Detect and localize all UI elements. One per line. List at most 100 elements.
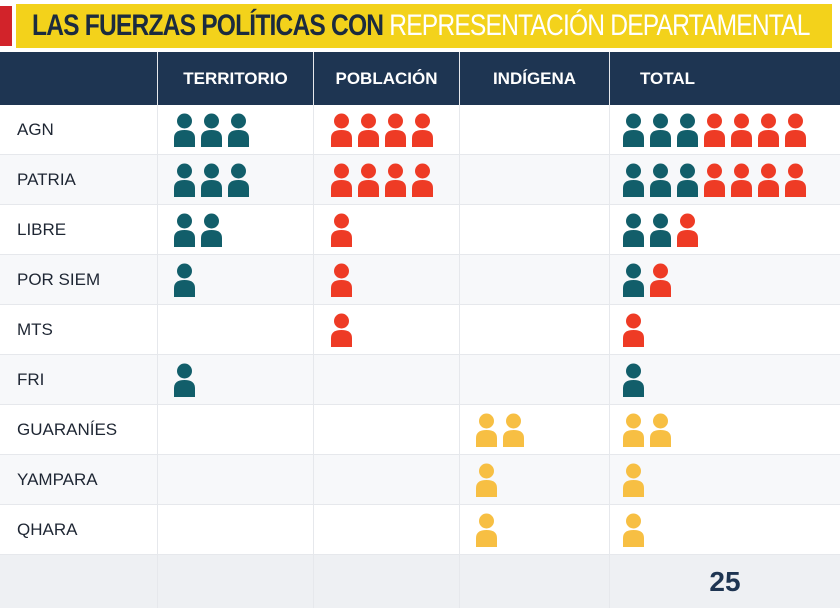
column-divider (459, 52, 460, 608)
person-icon (757, 113, 780, 147)
table-row: FRI (0, 355, 840, 405)
column-divider (157, 52, 158, 608)
person-icon (330, 163, 353, 197)
person-icon (200, 213, 223, 247)
person-icon (649, 263, 672, 297)
person-icon (622, 263, 645, 297)
person-icon (703, 113, 726, 147)
poblacion-cell (330, 205, 353, 255)
title-part-2: REPRESENTACIÓN DEPARTAMENTAL (389, 9, 810, 42)
person-icon (173, 213, 196, 247)
title-bar: LAS FUERZAS POLÍTICAS CON REPRESENTACIÓN… (0, 0, 840, 50)
representation-table: TERRITORIO POBLACIÓN INDÍGENA TOTAL AGN P… (0, 52, 840, 608)
row-label: PATRIA (17, 170, 76, 189)
row-label: YAMPARA (17, 470, 98, 489)
person-icon (330, 213, 353, 247)
person-icon (622, 313, 645, 347)
person-icon (676, 213, 699, 247)
person-icon (784, 113, 807, 147)
row-label: LIBRE (17, 220, 67, 239)
person-icon (411, 163, 434, 197)
total-cell (622, 505, 645, 555)
total-cell (622, 255, 672, 305)
person-icon (173, 263, 196, 297)
row-label: FRI (17, 370, 45, 389)
person-icon (330, 113, 353, 147)
person-icon (384, 113, 407, 147)
person-icon (622, 363, 645, 397)
title-accent-stripe (0, 6, 12, 46)
person-icon (622, 513, 645, 547)
total-cell (622, 355, 645, 405)
person-icon (384, 163, 407, 197)
person-icon (649, 213, 672, 247)
person-icon (475, 463, 498, 497)
person-icon (730, 163, 753, 197)
person-icon (411, 113, 434, 147)
person-icon (227, 113, 250, 147)
person-icon (475, 413, 498, 447)
person-icon (703, 163, 726, 197)
header-poblacion: POBLACIÓN (335, 69, 438, 88)
total-cell (622, 405, 672, 455)
table-header: TERRITORIO POBLACIÓN INDÍGENA TOTAL (0, 52, 840, 105)
person-icon (173, 363, 196, 397)
person-icon (784, 163, 807, 197)
total-cell (622, 205, 699, 255)
person-icon (330, 263, 353, 297)
table-row: MTS (0, 305, 840, 355)
row-label: GUARANÍES (17, 420, 118, 439)
indigena-cell (475, 505, 498, 555)
column-divider (313, 52, 314, 608)
indigena-cell (475, 455, 498, 505)
person-icon (357, 113, 380, 147)
table-row: YAMPARA (0, 455, 840, 505)
row-label: AGN (17, 120, 54, 139)
territorio-cell (173, 155, 250, 205)
person-icon (622, 163, 645, 197)
table-row: QHARA (0, 505, 840, 555)
total-cell (622, 105, 807, 155)
person-icon (676, 163, 699, 197)
territorio-cell (173, 105, 250, 155)
person-icon (622, 213, 645, 247)
total-count: 25 (709, 566, 741, 597)
header-indigena: INDÍGENA (492, 69, 577, 88)
person-icon (173, 113, 196, 147)
person-icon (649, 163, 672, 197)
table-row: AGN (0, 105, 840, 155)
person-icon (649, 113, 672, 147)
table-row: PATRIA (0, 155, 840, 205)
person-icon (330, 313, 353, 347)
person-icon (173, 163, 196, 197)
person-icon (502, 413, 525, 447)
table-row: POR SIEM (0, 255, 840, 305)
header-territorio: TERRITORIO (183, 69, 288, 88)
poblacion-cell (330, 105, 434, 155)
person-icon (622, 113, 645, 147)
poblacion-cell (330, 155, 434, 205)
table-row: GUARANÍES (0, 405, 840, 455)
territorio-cell (173, 355, 196, 405)
person-icon (357, 163, 380, 197)
table-footer (0, 555, 840, 608)
total-cell (622, 155, 807, 205)
person-icon (227, 163, 250, 197)
person-icon (730, 113, 753, 147)
title-background (16, 4, 832, 48)
title-part-1: LAS FUERZAS POLÍTICAS CON (32, 9, 384, 42)
person-icon (622, 413, 645, 447)
row-label: QHARA (17, 520, 78, 539)
territorio-cell (173, 205, 223, 255)
person-icon (200, 113, 223, 147)
indigena-cell (475, 405, 525, 455)
person-icon (475, 513, 498, 547)
row-label: MTS (17, 320, 53, 339)
territorio-cell (173, 255, 196, 305)
person-icon (649, 413, 672, 447)
total-cell (622, 455, 645, 505)
person-icon (200, 163, 223, 197)
person-icon (757, 163, 780, 197)
poblacion-cell (330, 305, 353, 355)
row-label: POR SIEM (17, 270, 101, 289)
